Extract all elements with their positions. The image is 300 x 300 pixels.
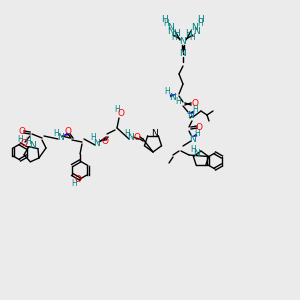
Text: H: H bbox=[189, 34, 195, 43]
Text: N: N bbox=[94, 139, 100, 148]
Text: N: N bbox=[168, 23, 174, 32]
Text: N: N bbox=[187, 110, 194, 119]
Text: H: H bbox=[190, 145, 196, 154]
Text: N: N bbox=[193, 149, 200, 158]
Text: H: H bbox=[175, 98, 181, 106]
Text: O: O bbox=[20, 140, 28, 148]
Text: O: O bbox=[134, 133, 140, 142]
Text: H: H bbox=[198, 16, 204, 25]
Text: H: H bbox=[124, 128, 130, 137]
Text: H: H bbox=[17, 136, 23, 145]
Text: N: N bbox=[169, 92, 176, 101]
Text: H: H bbox=[164, 88, 170, 97]
Text: O: O bbox=[191, 100, 199, 109]
Text: N: N bbox=[152, 128, 158, 137]
Text: H: H bbox=[163, 20, 169, 28]
Text: H: H bbox=[174, 28, 180, 38]
Text: N: N bbox=[190, 134, 196, 143]
Text: H: H bbox=[194, 130, 200, 139]
Text: H: H bbox=[114, 106, 120, 115]
Text: O: O bbox=[118, 110, 124, 118]
Polygon shape bbox=[62, 133, 68, 136]
Text: H: H bbox=[171, 34, 177, 43]
Text: N: N bbox=[180, 49, 186, 58]
Text: N: N bbox=[28, 142, 35, 151]
Text: N: N bbox=[128, 134, 134, 142]
Polygon shape bbox=[187, 111, 194, 114]
Text: O: O bbox=[196, 122, 202, 131]
Text: H: H bbox=[53, 130, 59, 139]
Text: O: O bbox=[101, 137, 109, 146]
Text: H: H bbox=[197, 20, 203, 28]
Text: N: N bbox=[192, 23, 198, 32]
Text: H: H bbox=[186, 28, 192, 38]
Text: H: H bbox=[162, 16, 168, 25]
Polygon shape bbox=[169, 94, 177, 98]
Text: N: N bbox=[57, 134, 63, 142]
Text: N: N bbox=[193, 28, 200, 37]
Text: N: N bbox=[180, 38, 186, 46]
Text: O: O bbox=[19, 128, 26, 136]
Text: O: O bbox=[74, 176, 82, 184]
Polygon shape bbox=[99, 138, 106, 142]
Text: H: H bbox=[71, 179, 77, 188]
Text: H: H bbox=[90, 134, 96, 142]
Text: O: O bbox=[64, 128, 71, 136]
Text: N: N bbox=[167, 28, 173, 37]
Polygon shape bbox=[191, 134, 197, 137]
Text: H: H bbox=[25, 137, 31, 146]
Text: H: H bbox=[192, 106, 198, 115]
